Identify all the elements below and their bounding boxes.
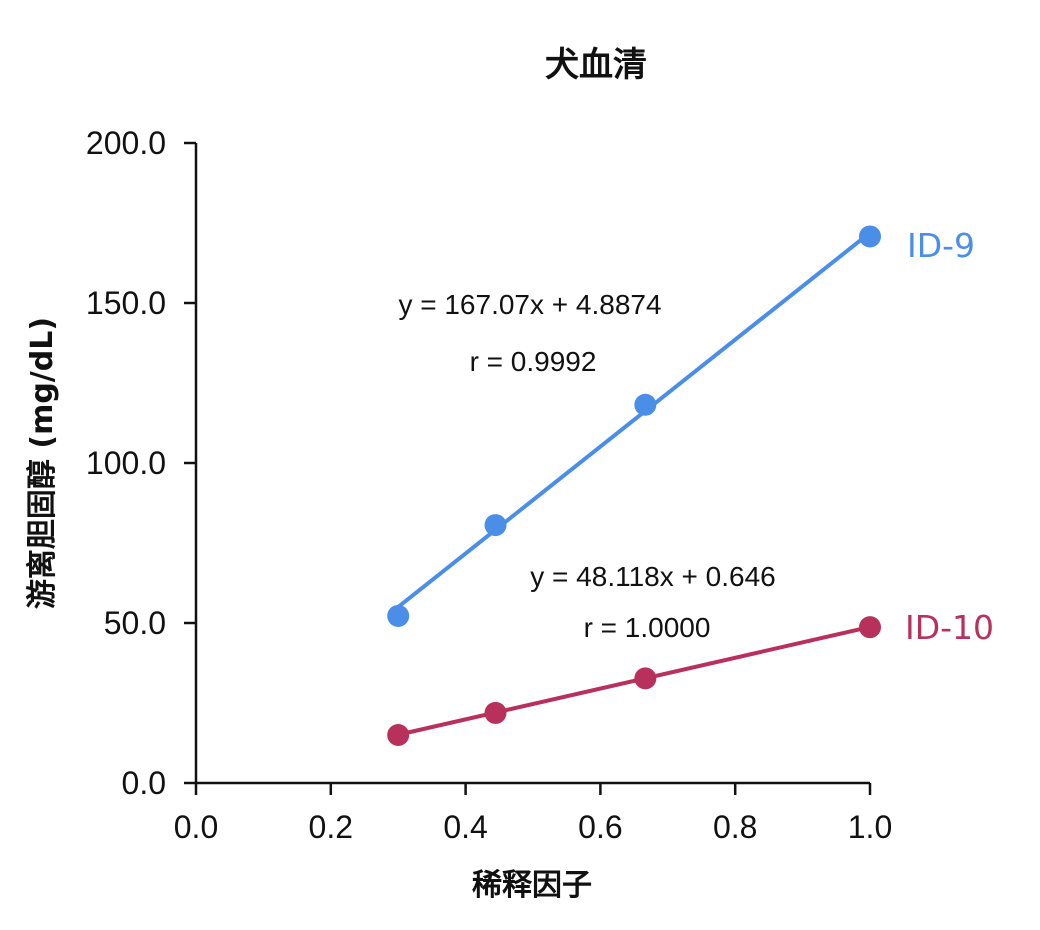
- x-tick-label: 1.0: [848, 809, 892, 845]
- y-tick-label: 100.0: [86, 445, 166, 481]
- y-tick-label: 150.0: [86, 285, 166, 321]
- data-point: [634, 393, 657, 416]
- data-point: [387, 604, 410, 627]
- y-tick-label: 50.0: [104, 605, 166, 641]
- x-tick-label: 0.6: [578, 809, 622, 845]
- annotations: ID-9 y = 167.07x + 4.8874 r = 0.9992 ID-10 y…: [398, 226, 994, 647]
- trendline: [396, 231, 872, 609]
- data-point: [484, 701, 507, 724]
- trendline-equation: y = 48.118x + 0.646: [530, 561, 775, 592]
- trendline: [397, 625, 871, 737]
- series-layer: [387, 225, 881, 746]
- chart-title: 犬血清: [545, 45, 647, 85]
- correlation-label: r = 1.0000: [584, 612, 711, 643]
- series-label: ID-9: [907, 226, 975, 265]
- data-point: [859, 616, 881, 639]
- trendline-equation: y = 167.07x + 4.8874: [398, 289, 661, 320]
- data-point: [484, 514, 507, 537]
- x-tick-label: 0.4: [443, 809, 487, 845]
- y-tick-label: 200.0: [86, 125, 166, 161]
- y-axis-label: 游离胆固醇 (mg/dL): [25, 317, 60, 609]
- correlation-label: r = 0.9992: [470, 346, 597, 377]
- series-label: ID-10: [905, 608, 994, 647]
- series-id-10: [387, 616, 881, 746]
- axes: [184, 141, 872, 795]
- y-tick-label: 0.0: [122, 765, 166, 801]
- series-id-9: [387, 225, 881, 627]
- data-point: [859, 225, 881, 248]
- data-point: [634, 667, 657, 690]
- x-axis-label: 稀释因子: [472, 868, 592, 903]
- x-tick-label: 0.8: [713, 809, 757, 845]
- x-tick-label: 0.0: [174, 809, 218, 845]
- x-tick-label: 0.2: [309, 809, 353, 845]
- tick-labels: 0.0 50.0 100.0 150.0 200.0 0.0 0.2 0.4 0.6 0.8 1.0: [86, 125, 892, 845]
- data-point: [387, 724, 410, 746]
